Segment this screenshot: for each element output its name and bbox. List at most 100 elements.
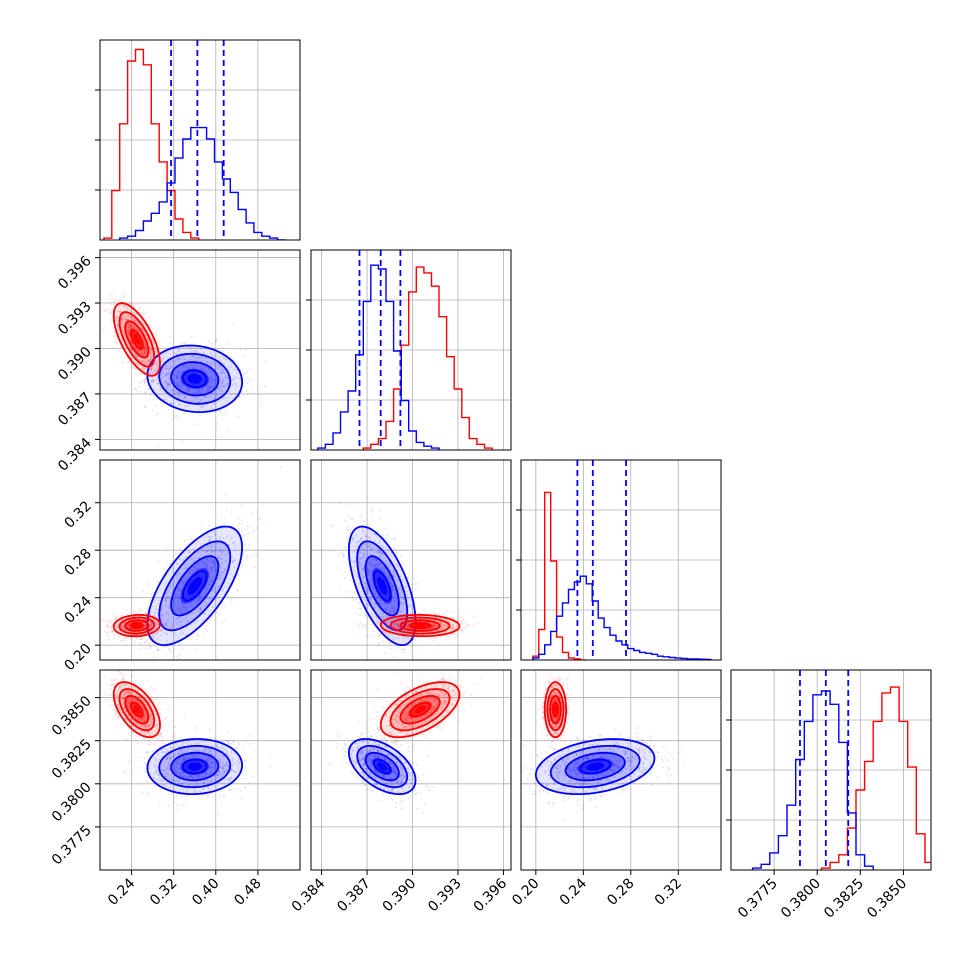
blue-sample-point	[402, 598, 405, 600]
blue-sample-point	[382, 547, 385, 550]
blue-sample-point	[393, 575, 395, 577]
blue-sample-point	[373, 558, 376, 560]
red-sample-point	[122, 622, 124, 625]
blue-sample-point	[202, 392, 205, 394]
blue-sample-point	[162, 353, 165, 356]
blue-sample-point	[178, 391, 180, 394]
blue-sample-point	[208, 369, 211, 372]
blue-sample-point	[160, 634, 163, 637]
red-sample-point	[154, 625, 157, 628]
blue-sample-point	[229, 356, 232, 359]
red-sample-point	[154, 351, 157, 354]
red-sample-point	[142, 379, 145, 382]
blue-sample-point	[378, 642, 380, 644]
blue-sample-point	[399, 609, 401, 612]
blue-sample-point	[177, 573, 180, 575]
red-sample-point	[126, 307, 128, 310]
red-sample-point	[121, 624, 124, 627]
blue-sample-point	[211, 544, 214, 547]
blue-sample-point	[190, 558, 193, 560]
blue-sample-point	[172, 373, 175, 375]
red-sample-point	[124, 318, 127, 321]
red-sample-point	[123, 323, 125, 326]
blue-sample-point	[377, 621, 380, 624]
red-sample-point	[119, 312, 122, 314]
blue-sample-point	[209, 386, 212, 388]
red-sample-point	[162, 365, 164, 368]
blue-sample-point	[415, 685, 417, 687]
blue-sample-point	[185, 556, 188, 558]
blue-sample-point	[152, 379, 155, 382]
blue-sample-point	[161, 646, 164, 649]
blue-sample-point	[163, 366, 165, 369]
red-sample-point	[140, 326, 143, 329]
blue-sample-point	[196, 551, 199, 553]
blue-sample-point	[152, 657, 155, 659]
blue-sample-point	[364, 599, 367, 602]
blue-sample-point	[213, 379, 216, 382]
blue-sample-point	[368, 536, 371, 538]
blue-sample-point	[181, 356, 184, 359]
blue-sample-point	[360, 537, 363, 540]
blue-sample-point	[168, 617, 171, 620]
red-sample-point	[452, 611, 455, 614]
red-sample-point	[166, 622, 169, 624]
blue-sample-point	[199, 600, 201, 603]
blue-sample-point	[198, 397, 201, 400]
blue-sample-point	[220, 554, 223, 556]
red-sample-point	[145, 334, 148, 337]
blue-sample-point	[400, 620, 403, 622]
blue-sample-point	[358, 562, 360, 564]
red-sample-point	[145, 349, 147, 352]
red-sample-point	[130, 324, 133, 327]
blue-sample-point	[399, 649, 402, 652]
blue-sample-point	[201, 387, 204, 390]
blue-sample-point	[339, 501, 341, 504]
blue-sample-point	[224, 375, 227, 378]
red-sample-point	[137, 330, 140, 332]
red-sample-point	[150, 349, 153, 351]
red-sample-point	[116, 319, 118, 321]
blue-sample-point	[214, 587, 217, 589]
blue-sample-point	[379, 552, 382, 555]
red-sample-point	[124, 636, 126, 639]
blue-sample-point	[197, 359, 200, 361]
blue-sample-point	[171, 626, 173, 628]
blue-sample-point	[367, 588, 370, 591]
blue-sample-point	[394, 588, 396, 591]
blue-sample-point	[343, 553, 345, 555]
blue-sample-point	[173, 381, 175, 384]
blue-sample-point	[189, 359, 191, 362]
blue-sample-point	[366, 590, 368, 593]
red-sample-point	[125, 294, 127, 297]
blue-sample-point	[165, 592, 168, 594]
blue-sample-point	[209, 567, 212, 570]
blue-sample-point	[149, 357, 152, 360]
blue-sample-point	[225, 409, 228, 412]
red-sample-point	[149, 622, 152, 624]
red-sample-point	[122, 305, 125, 308]
blue-sample-point	[187, 387, 190, 390]
blue-sample-point	[370, 560, 372, 562]
red-sample-point	[134, 346, 136, 349]
blue-sample-point	[363, 598, 366, 601]
blue-sample-point	[208, 524, 211, 527]
blue-sample-point	[158, 648, 160, 651]
blue-sample-point	[167, 382, 170, 385]
red-sample-point	[153, 372, 156, 374]
blue-sample-point	[206, 566, 208, 569]
blue-sample-point	[156, 561, 159, 563]
blue-sample-point	[395, 645, 398, 648]
red-sample-point	[110, 625, 113, 628]
red-sample-point	[142, 352, 145, 355]
red-sample-point	[126, 319, 128, 322]
red-sample-point	[143, 340, 146, 343]
blue-sample-point	[193, 396, 195, 398]
blue-sample-point	[172, 366, 175, 368]
blue-sample-point	[193, 351, 196, 353]
blue-sample-point	[190, 349, 193, 352]
blue-sample-point	[171, 583, 174, 585]
blue-sample-point	[174, 359, 177, 362]
red-sample-point	[105, 625, 107, 627]
red-sample-point	[128, 334, 131, 337]
